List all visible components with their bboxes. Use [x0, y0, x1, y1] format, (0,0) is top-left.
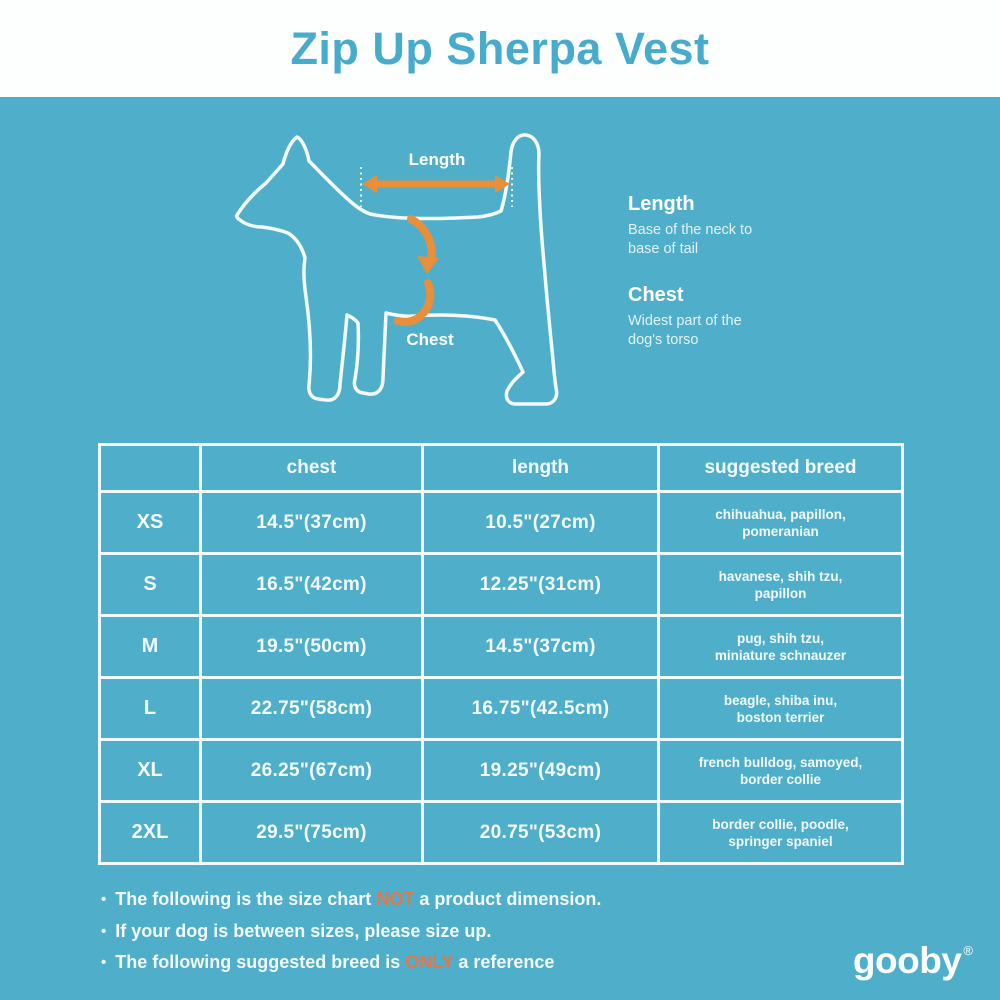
footnote-suggested-breed: • The following suggested breed is ONLY a…	[101, 947, 601, 979]
registered-trademark-icon: ®	[963, 943, 973, 958]
table-row: M 19.5"(50cm) 14.5"(37cm) pug, shih tzu,…	[98, 614, 904, 679]
page-title: Zip Up Sherpa Vest	[290, 22, 710, 74]
breed-value: pug, shih tzu, miniature schnauzer	[657, 614, 904, 679]
breed-value: havanese, shih tzu, papillon	[657, 552, 904, 617]
footnote-text: If your dog is between sizes, please siz…	[115, 920, 492, 941]
table-row: XS 14.5"(37cm) 10.5"(27cm) chihuahua, pa…	[98, 490, 904, 555]
breed-value: beagle, shiba inu, boston terrier	[657, 676, 904, 741]
bullet-icon: •	[101, 891, 107, 908]
column-header-size	[98, 443, 202, 493]
legend-definition-chest: Widest part of the dog's torso	[628, 313, 742, 348]
chest-arrow-upper-arc	[407, 215, 436, 263]
chest-arrow-lower-arc	[394, 279, 435, 326]
size-label: M	[98, 614, 202, 679]
footnote-text: a product dimension.	[414, 889, 602, 909]
footnote-text: a reference	[453, 952, 555, 972]
length-arrow-head-left	[362, 175, 377, 193]
legend-term-length: Length	[628, 193, 695, 215]
table-row: 2XL 29.5"(75cm) 20.75"(53cm) border coll…	[98, 800, 904, 865]
size-chart-table: chest length suggested breed XS 14.5"(37…	[98, 443, 904, 865]
bullet-icon: •	[101, 922, 107, 940]
table-header-row: chest length suggested breed	[98, 443, 904, 493]
table-row: L 22.75"(58cm) 16.75"(42.5cm) beagle, sh…	[98, 676, 904, 741]
legend-term-chest: Chest	[628, 284, 684, 306]
size-label: XL	[98, 738, 202, 803]
column-header-suggested-breed: suggested breed	[657, 443, 904, 493]
size-label: 2XL	[98, 800, 202, 865]
table-row: XL 26.25"(67cm) 19.25"(49cm) french bull…	[98, 738, 904, 803]
chest-arrow-label: Chest	[406, 330, 454, 349]
chest-value: 14.5"(37cm)	[199, 490, 424, 555]
column-header-chest: chest	[199, 443, 424, 493]
footnote-size-chart: • The following is the size chart NOT a p…	[101, 884, 601, 916]
footnote-highlight: ONLY	[405, 952, 454, 972]
breed-value: border collie, poodle, springer spaniel	[657, 800, 904, 865]
measurement-legend: Length Base of the neck to base of tail …	[628, 193, 798, 349]
footnote-text: The following suggested breed is	[115, 952, 406, 972]
length-value: 14.5"(37cm)	[421, 614, 660, 679]
footnote-highlight: NOT	[376, 889, 415, 909]
length-value: 10.5"(27cm)	[421, 490, 660, 555]
length-arrow-head-right	[495, 175, 510, 193]
footnote-between-sizes: • If your dog is between sizes, please si…	[101, 916, 601, 948]
column-header-length: length	[421, 443, 660, 493]
footnotes: • The following is the size chart NOT a p…	[101, 884, 601, 979]
length-value: 19.25"(49cm)	[421, 738, 660, 803]
chest-value: 22.75"(58cm)	[199, 676, 424, 741]
legend-item-chest: Chest Widest part of the dog's torso	[628, 284, 798, 349]
legend-definition-length: Base of the neck to base of tail	[628, 222, 753, 257]
bullet-icon: •	[101, 954, 107, 971]
chest-value: 19.5"(50cm)	[199, 614, 424, 679]
chest-value: 26.25"(67cm)	[199, 738, 424, 803]
breed-value: chihuahua, papillon, pomeranian	[657, 490, 904, 555]
length-value: 12.25"(31cm)	[421, 552, 660, 617]
header-band: Zip Up Sherpa Vest	[0, 0, 1000, 97]
chest-arrow-head	[417, 256, 439, 274]
length-value: 20.75"(53cm)	[421, 800, 660, 865]
size-label: S	[98, 552, 202, 617]
chest-value: 16.5"(42cm)	[199, 552, 424, 617]
length-arrow-label: Length	[408, 150, 466, 169]
gooby-logo-text: gooby	[852, 940, 962, 981]
size-label: XS	[98, 490, 202, 555]
size-label: L	[98, 676, 202, 741]
footnote-text: The following is the size chart	[115, 889, 377, 909]
table-row: S 16.5"(42cm) 12.25"(31cm) havanese, shi…	[98, 552, 904, 617]
brand-logo: gooby ®	[853, 940, 973, 982]
chest-value: 29.5"(75cm)	[199, 800, 424, 865]
dog-outline-illustration	[234, 133, 559, 406]
legend-item-length: Length Base of the neck to base of tail	[628, 193, 798, 258]
length-value: 16.75"(42.5cm)	[421, 676, 660, 741]
breed-value: french bulldog, samoyed, border collie	[657, 738, 904, 803]
